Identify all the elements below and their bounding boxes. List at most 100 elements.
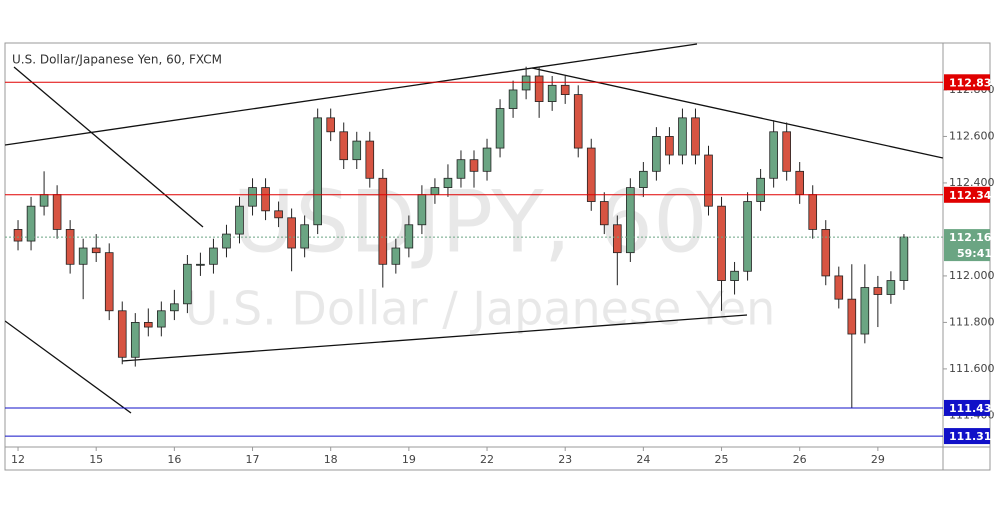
candle-body xyxy=(39,194,49,207)
candle-body xyxy=(65,229,75,265)
candle-body xyxy=(665,136,674,156)
x-tick-label: 18 xyxy=(324,453,338,466)
candle-body xyxy=(586,147,596,202)
x-tick-label: 26 xyxy=(793,453,807,466)
candle-body xyxy=(326,117,336,133)
y-tick-label: 112.600 xyxy=(949,129,995,142)
trend-line xyxy=(121,314,748,362)
candle-body xyxy=(378,177,388,265)
candle-body xyxy=(847,298,857,335)
level-tag xyxy=(944,186,990,203)
candle-body xyxy=(886,280,896,295)
level-label: 111.432 xyxy=(949,402,999,415)
candle-body xyxy=(13,229,23,242)
x-tick-label: 23 xyxy=(558,453,572,466)
candle-body xyxy=(274,210,283,219)
candle-body xyxy=(91,247,101,254)
candle-body xyxy=(222,233,231,249)
x-tick-label: 29 xyxy=(871,453,885,466)
candle-body xyxy=(808,194,818,230)
candle-body xyxy=(599,201,609,226)
candle-body xyxy=(730,270,739,281)
candle-body xyxy=(248,187,257,207)
candle-body xyxy=(717,205,726,281)
candle-body xyxy=(157,310,166,328)
candle-body xyxy=(261,187,270,212)
candle-body xyxy=(104,252,114,312)
candle-body xyxy=(769,131,778,179)
countdown-label: 59:41 xyxy=(957,247,992,260)
candle-body xyxy=(26,205,36,242)
candle-body xyxy=(352,140,362,161)
trend-line xyxy=(13,66,204,228)
candle-body xyxy=(430,187,440,195)
x-tick-label: 19 xyxy=(402,453,416,466)
candle-body xyxy=(782,131,791,172)
candle-body xyxy=(860,287,870,335)
candle-body xyxy=(821,229,831,277)
trend-lines xyxy=(5,43,943,414)
candle-body xyxy=(300,224,309,249)
candle-body xyxy=(547,84,557,102)
plot xyxy=(13,66,909,409)
x-tick-label: 22 xyxy=(480,453,494,466)
y-tick-label: 111.600 xyxy=(949,362,995,375)
candle-body xyxy=(130,322,140,358)
candle-body xyxy=(612,224,622,254)
candle-body xyxy=(365,140,375,179)
trend-line xyxy=(5,43,698,146)
candle-body xyxy=(287,217,296,249)
x-tick-label: 12 xyxy=(11,453,25,466)
x-tick-label: 15 xyxy=(89,453,103,466)
candle-body xyxy=(899,236,909,281)
candle-body xyxy=(652,136,661,172)
candle-body xyxy=(417,194,427,226)
y-tick-label: 112.400 xyxy=(949,176,995,189)
level-label: 111.311 xyxy=(949,430,999,443)
last-price-tag xyxy=(944,229,990,262)
candle-body xyxy=(52,194,62,230)
candle-body xyxy=(560,84,570,96)
candle-body xyxy=(196,263,205,266)
candle-body xyxy=(170,303,179,312)
candle-body xyxy=(443,177,453,188)
level-tag xyxy=(944,399,990,416)
candle-body xyxy=(209,247,218,265)
level-label: 112.349 xyxy=(949,189,999,202)
candle-body xyxy=(313,117,322,226)
y-tick-label: 111.800 xyxy=(949,315,995,328)
candle-body xyxy=(508,89,518,109)
candle-body xyxy=(339,131,349,161)
candle-body xyxy=(391,247,401,265)
watermark: USDJPY, 60 xyxy=(232,172,708,272)
candle-body xyxy=(873,287,883,295)
x-tick-label: 24 xyxy=(636,453,650,466)
candle-body xyxy=(117,310,127,358)
chart-title: U.S. Dollar/Japanese Yen, 60, FXCM xyxy=(12,53,222,67)
x-tick-label: 25 xyxy=(715,453,729,466)
candle-body xyxy=(456,159,466,179)
level-tag xyxy=(944,428,990,445)
y-tick-label: 112.000 xyxy=(949,269,995,282)
trend-line xyxy=(531,67,943,159)
candle-body xyxy=(143,322,153,328)
candle-body xyxy=(78,247,88,265)
candle-body xyxy=(469,159,479,172)
candle-body xyxy=(691,117,700,156)
candle-body xyxy=(704,154,713,207)
candle-body xyxy=(639,170,648,188)
candle-body xyxy=(495,108,505,149)
trend-line xyxy=(5,320,132,414)
candle-body xyxy=(534,75,544,102)
candle-body xyxy=(626,187,635,254)
candle-body xyxy=(235,205,244,235)
candle-body xyxy=(743,201,752,272)
x-tick-label: 16 xyxy=(167,453,181,466)
candle-body xyxy=(795,170,805,195)
candle-body xyxy=(482,147,492,172)
level-label: 112.833 xyxy=(949,76,999,89)
x-tick-label: 17 xyxy=(246,453,260,466)
candle-body xyxy=(521,75,531,91)
